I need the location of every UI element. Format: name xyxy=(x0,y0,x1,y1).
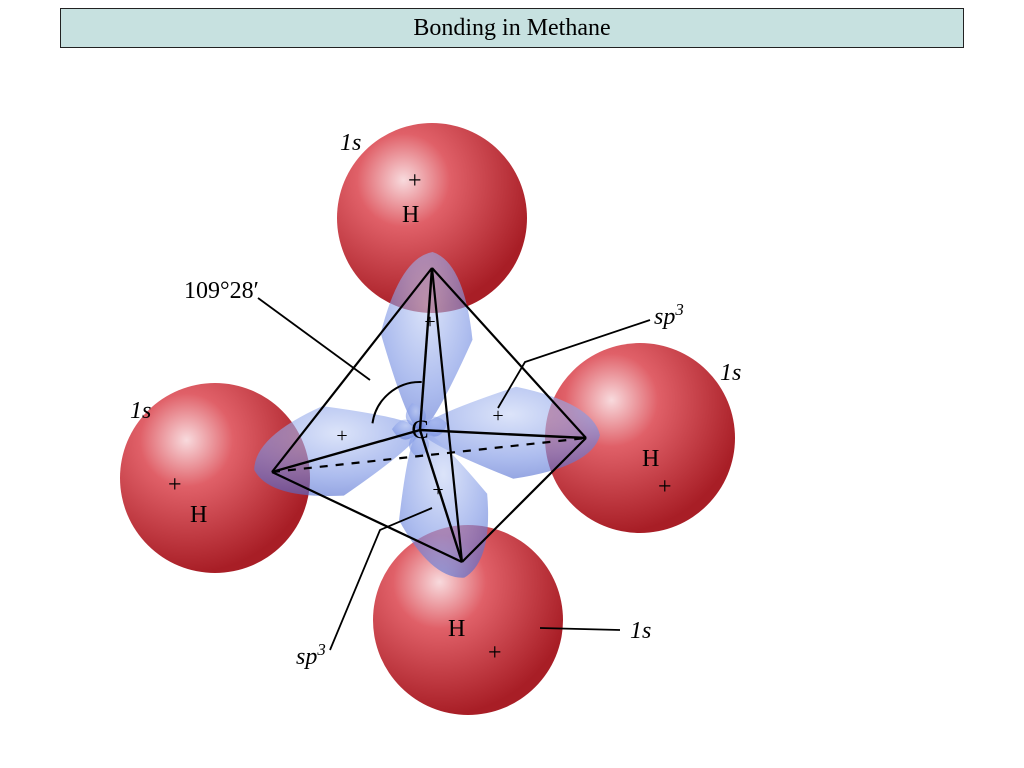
lobe-plus-2: + xyxy=(492,405,503,427)
lobe-plus-1: + xyxy=(336,425,347,447)
methane-diagram: + + + + C xyxy=(0,60,1024,760)
center-atom-label: C xyxy=(411,415,428,444)
leader-angle xyxy=(258,298,370,380)
diagram-stage: + + + + C xyxy=(0,60,1024,760)
page-title: Bonding in Methane xyxy=(413,15,610,42)
title-bar: Bonding in Methane xyxy=(60,8,964,48)
lobe-plus-3: + xyxy=(432,479,443,501)
lobe-plus-0: + xyxy=(424,311,435,333)
